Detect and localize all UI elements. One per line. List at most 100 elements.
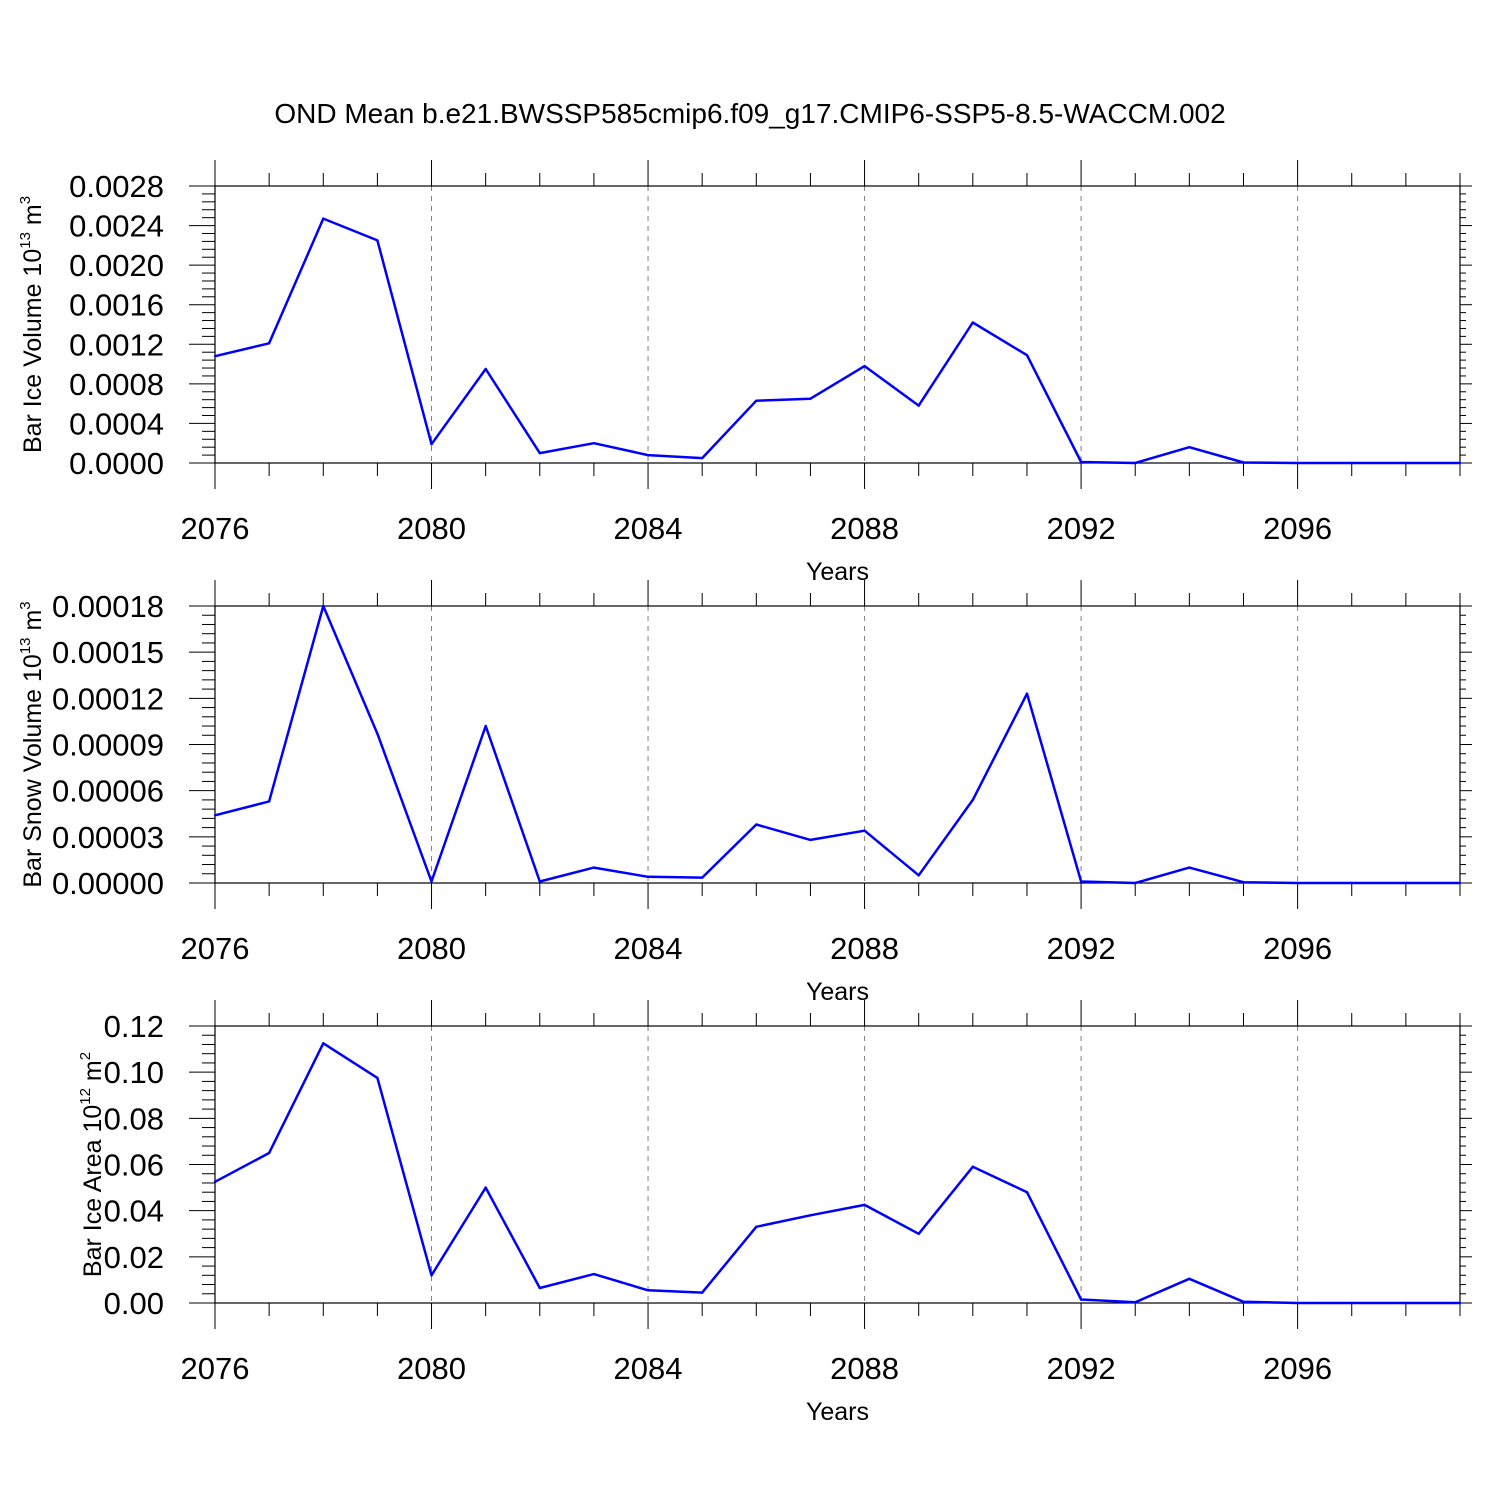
data-point [1134, 881, 1137, 885]
data-point [863, 829, 866, 832]
data-point [538, 1286, 541, 1290]
data-point [1296, 1301, 1299, 1305]
data-point [1134, 1301, 1137, 1304]
data-point [971, 321, 975, 324]
data-point [430, 1274, 433, 1277]
data-point [1079, 460, 1083, 464]
y-axis-label-unit: m [19, 610, 47, 638]
y-tick-label: 0.08 [104, 1101, 164, 1136]
data-point [538, 880, 541, 883]
data-point [592, 442, 596, 445]
panel-ice-area: 2076 2080 2084 2088 2092 2096 0.00 0.02 0.04 0.06… [77, 1000, 1472, 1426]
data-point [322, 1042, 325, 1045]
data-point [1025, 692, 1029, 695]
data-point [646, 875, 650, 879]
y-axis-label: Bar Ice Area 1012 m2 [77, 1052, 107, 1277]
data-point [971, 798, 975, 802]
data-point [484, 1186, 487, 1189]
x-tick-label: 2092 [1047, 1351, 1116, 1386]
series-line [214, 604, 1460, 885]
y-tick-label: 0.0028 [69, 169, 164, 204]
figure-title: OND Mean b.e21.BWSSP585cmip6.f09_g17.CMI… [274, 98, 1225, 129]
y-axis-label-text: Bar Ice Area 10 [79, 1105, 107, 1277]
y-tick-label: 0.12 [104, 1009, 164, 1044]
series-line [214, 1042, 1460, 1305]
data-point [1296, 461, 1299, 465]
data-point [1134, 461, 1137, 465]
x-tick-label: 2088 [830, 1351, 899, 1386]
x-tick-label: 2084 [614, 1351, 683, 1386]
y-axis-label-unit-exponent: 2 [77, 1052, 94, 1060]
y-axis-label-unit: m [19, 204, 47, 232]
data-point [430, 880, 433, 883]
y-tick-label: 0.00003 [52, 820, 164, 855]
x-axis-label: Years [806, 558, 869, 586]
data-point [267, 1151, 271, 1155]
y-tick-label: 0.10 [104, 1055, 164, 1090]
data-point [1079, 880, 1083, 883]
y-axis-label-exponent: 13 [17, 232, 34, 249]
data-point [1350, 1301, 1353, 1305]
panel-snow-volume: 2076 2080 2084 2088 2092 2096 0.00000 0.00003 0.… [17, 580, 1472, 1006]
data-point [484, 367, 487, 371]
data-point [1404, 1301, 1408, 1305]
data-point [1188, 1277, 1191, 1280]
data-point [809, 1214, 812, 1217]
data-point [755, 823, 758, 826]
y-axis-label: Bar Snow Volume 1013 m3 [17, 601, 47, 887]
y-tick-label: 0.04 [104, 1194, 164, 1229]
x-tick-label: 2080 [397, 1351, 466, 1386]
x-tick-label: 2088 [830, 511, 899, 546]
data-point [809, 397, 812, 400]
x-tick-label: 2084 [614, 511, 683, 546]
y-tick-label: 0.00 [104, 1286, 164, 1321]
data-point [484, 724, 487, 728]
y-tick-label: 0.0000 [69, 446, 164, 481]
x-tick-label: 2092 [1047, 511, 1116, 546]
x-tick-label: 2076 [181, 1351, 250, 1386]
data-point [592, 1272, 596, 1276]
data-point [1458, 461, 1462, 465]
data-point [1242, 881, 1245, 884]
plot-frame [214, 185, 1461, 464]
y-tick-label: 0.00006 [52, 774, 164, 809]
y-axis-label: Bar Ice Volume 1013 m3 [17, 196, 47, 453]
data-point [755, 399, 758, 402]
data-point [213, 1180, 217, 1184]
data-point [430, 443, 433, 446]
data-point [322, 604, 325, 608]
x-tick-label: 2080 [397, 511, 466, 546]
y-tick-label: 0.0020 [69, 248, 164, 283]
y-axis-label-exponent: 13 [17, 637, 34, 654]
data-point [376, 732, 379, 735]
data-point [700, 876, 704, 879]
data-point [1242, 1300, 1245, 1304]
y-tick-label: 0.00009 [52, 728, 164, 763]
data-point [646, 1289, 650, 1292]
data-point [267, 800, 271, 803]
y-tick-label: 0.0012 [69, 327, 164, 362]
data-point [1350, 461, 1353, 465]
y-axis-label-unit-exponent: 3 [17, 601, 34, 609]
data-point [1404, 881, 1408, 885]
x-tick-label: 2076 [181, 511, 250, 546]
data-point [1350, 881, 1353, 885]
x-tick-label: 2092 [1047, 931, 1116, 966]
y-tick-label: 0.00000 [52, 866, 164, 901]
x-tick-label: 2096 [1263, 931, 1332, 966]
y-tick-label: 0.00015 [52, 635, 164, 670]
data-point [917, 874, 920, 877]
data-point [1025, 1191, 1029, 1194]
x-axis-label: Years [806, 978, 869, 1006]
data-point [1025, 353, 1029, 357]
data-point [213, 354, 217, 358]
y-axis-label-text: Bar Ice Volume 10 [19, 249, 47, 453]
x-tick-label: 2076 [181, 931, 250, 966]
y-axis-label-text: Bar Snow Volume 10 [19, 654, 47, 887]
data-point [646, 453, 650, 457]
x-tick-label: 2088 [830, 931, 899, 966]
data-point [1188, 866, 1191, 869]
x-tick-label: 2080 [397, 931, 466, 966]
data-point [917, 404, 920, 407]
data-point [1458, 881, 1462, 885]
